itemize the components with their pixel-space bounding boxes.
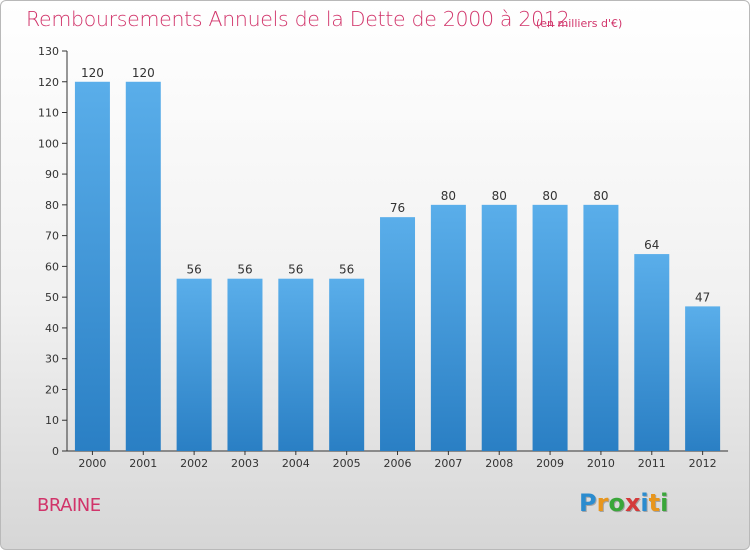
- value-label: 120: [132, 66, 155, 80]
- logo-letter: x: [624, 489, 641, 517]
- logo-letter: r: [596, 489, 609, 517]
- bar: [74, 81, 110, 452]
- y-tick-label: 110: [38, 107, 59, 120]
- x-tick-label: 2011: [638, 457, 666, 470]
- y-tick-label: 70: [45, 230, 59, 243]
- y-tick-label: 40: [45, 322, 59, 335]
- y-tick-label: 60: [45, 260, 59, 273]
- bar: [125, 81, 161, 452]
- value-label: 80: [593, 189, 608, 203]
- bar: [329, 278, 365, 451]
- y-tick-label: 50: [45, 291, 59, 304]
- bar: [430, 204, 466, 451]
- value-label: 56: [288, 263, 303, 277]
- x-tick-label: 2001: [129, 457, 157, 470]
- y-tick-label: 120: [38, 76, 59, 89]
- value-label: 80: [492, 189, 507, 203]
- chart-unit: (en milliers d'€): [536, 17, 623, 30]
- x-tick-label: 2006: [384, 457, 412, 470]
- bar: [278, 278, 314, 451]
- city-name: BRAINE: [37, 495, 101, 516]
- logo-letter: t: [648, 489, 661, 517]
- y-tick-label: 10: [45, 414, 59, 427]
- bar: [481, 204, 517, 451]
- x-tick-label: 2007: [434, 457, 462, 470]
- x-tick-label: 2010: [587, 457, 615, 470]
- y-tick-label: 80: [45, 199, 59, 212]
- y-tick-label: 130: [38, 45, 59, 58]
- proxiti-logo: Proxiti: [579, 489, 668, 517]
- logo-letter: i: [660, 489, 669, 517]
- value-label: 120: [81, 66, 104, 80]
- y-tick-label: 0: [52, 445, 59, 458]
- logo-letter: P: [579, 489, 597, 517]
- bar: [685, 306, 721, 451]
- value-label: 76: [390, 201, 405, 215]
- y-tick-label: 30: [45, 353, 59, 366]
- logo-letter: i: [640, 489, 649, 517]
- value-label: 64: [644, 238, 659, 252]
- x-tick-label: 2004: [282, 457, 310, 470]
- bar: [380, 217, 416, 451]
- bars: 120 120 56 56 56 56 76 80 80 80 80 64 47: [74, 66, 721, 452]
- y-tick-label: 90: [45, 168, 59, 181]
- chart-title: Remboursements Annuels de la Dette de 20…: [26, 7, 570, 31]
- x-tick-label: 2012: [689, 457, 717, 470]
- x-tick-label: 2008: [485, 457, 513, 470]
- x-tick-label: 2005: [333, 457, 361, 470]
- value-label: 56: [186, 263, 201, 277]
- value-label: 56: [237, 263, 252, 277]
- y-tick-label: 20: [45, 383, 59, 396]
- bar: [227, 278, 263, 451]
- bar: [634, 254, 670, 451]
- y-tick-label: 100: [38, 137, 59, 150]
- x-tick-label: 2002: [180, 457, 208, 470]
- bar: [532, 204, 568, 451]
- y-axis: 0 10 20 30 40 50 60 70 80 90 100 110 120 130: [38, 45, 68, 458]
- logo-letter: o: [608, 489, 625, 517]
- value-label: 47: [695, 290, 710, 304]
- value-label: 56: [339, 263, 354, 277]
- x-tick-label: 2009: [536, 457, 564, 470]
- bar: [176, 278, 212, 451]
- x-tick-label: 2003: [231, 457, 259, 470]
- value-label: 80: [441, 189, 456, 203]
- x-axis: 2000 2001 2002 2003 2004 2005 2006 2007 2008 2009…: [67, 450, 729, 470]
- x-tick-label: 2000: [78, 457, 106, 470]
- value-label: 80: [542, 189, 557, 203]
- bar: [583, 204, 619, 451]
